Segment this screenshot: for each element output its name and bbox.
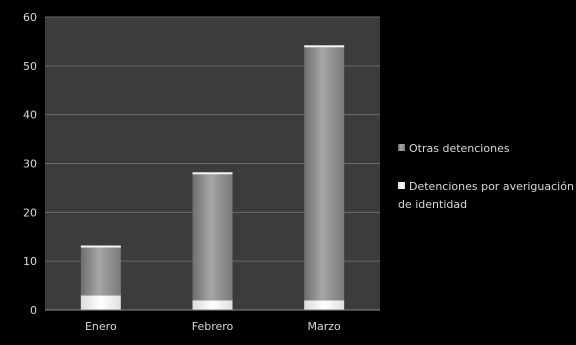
x-tick-label: Marzo bbox=[308, 320, 342, 333]
legend-label: Otras detenciones bbox=[409, 142, 510, 155]
bars bbox=[80, 45, 345, 310]
bar-segment-otras-detenciones bbox=[192, 173, 233, 301]
y-tick-label: 50 bbox=[23, 60, 37, 73]
x-tick-label: Enero bbox=[85, 320, 117, 333]
x-axis-ticks: Enero Febrero Marzo bbox=[85, 320, 341, 333]
y-tick-label: 10 bbox=[23, 255, 37, 268]
legend-swatch bbox=[398, 144, 405, 151]
y-tick-label: 60 bbox=[23, 11, 37, 24]
bar-segment-detenciones-identidad bbox=[192, 300, 233, 310]
y-axis-ticks: 0 10 20 30 40 50 60 bbox=[23, 11, 37, 317]
legend: Otras detenciones Detenciones por averigu… bbox=[398, 142, 574, 211]
x-tick-label: Febrero bbox=[192, 320, 234, 333]
legend-label: de identidad bbox=[398, 198, 467, 211]
y-tick-label: 0 bbox=[30, 304, 37, 317]
bar-segment-detenciones-identidad bbox=[304, 300, 345, 310]
bar-top-highlight bbox=[80, 245, 121, 248]
y-tick-label: 40 bbox=[23, 109, 37, 122]
bar-segment-otras-detenciones bbox=[80, 246, 121, 296]
bar-segment-otras-detenciones bbox=[304, 46, 345, 301]
legend-swatch bbox=[398, 182, 405, 189]
bar-top-highlight bbox=[192, 172, 233, 175]
bar-top-highlight bbox=[304, 45, 345, 48]
legend-label: Detenciones por averiguación bbox=[409, 180, 574, 193]
y-tick-label: 30 bbox=[23, 158, 37, 171]
bar-segment-detenciones-identidad bbox=[80, 295, 121, 310]
y-tick-label: 20 bbox=[23, 206, 37, 219]
